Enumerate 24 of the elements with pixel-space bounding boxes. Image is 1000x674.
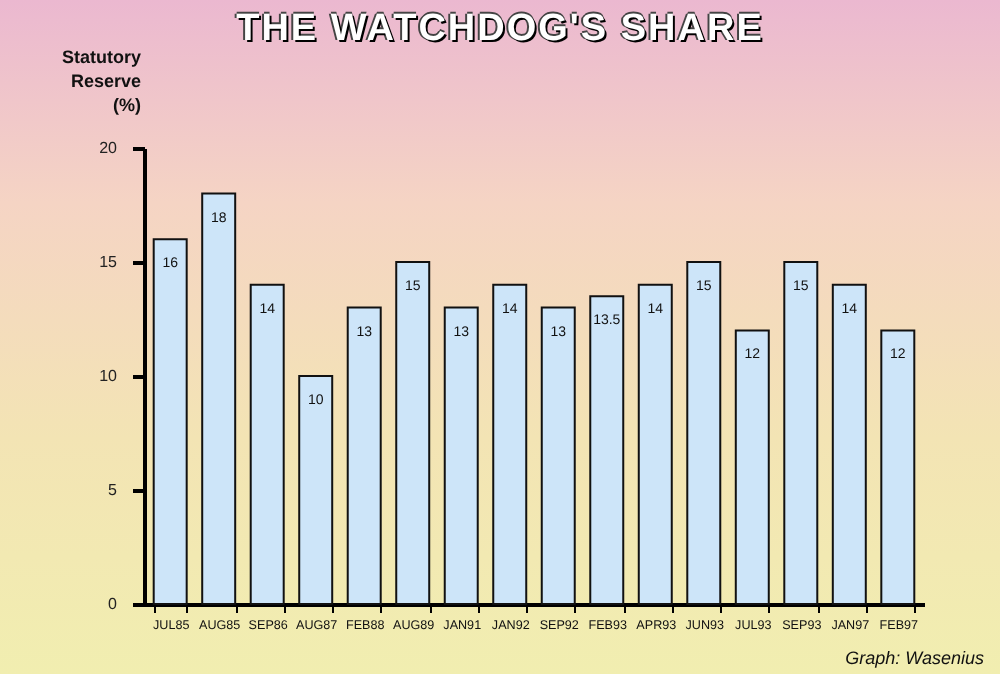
bar bbox=[346, 306, 382, 605]
bar bbox=[443, 306, 479, 605]
y-axis-title: Statutory Reserve (%) bbox=[61, 47, 141, 115]
bar bbox=[152, 238, 188, 605]
y-tick-label: 20 bbox=[99, 139, 119, 157]
bar bbox=[783, 261, 819, 605]
y-tick-label: 5 bbox=[108, 481, 119, 499]
bar bbox=[589, 295, 625, 605]
bar bbox=[395, 261, 431, 605]
y-tick-label: 15 bbox=[99, 253, 119, 271]
bar bbox=[637, 283, 673, 605]
bar bbox=[880, 329, 916, 605]
bar bbox=[492, 283, 528, 605]
bar bbox=[734, 329, 770, 605]
bar bbox=[201, 192, 237, 605]
bar bbox=[540, 306, 576, 605]
bar bbox=[686, 261, 722, 605]
bar bbox=[249, 283, 285, 605]
text: Graph: Wasenius bbox=[845, 648, 984, 668]
bar bbox=[298, 375, 334, 605]
chart-title: THE WATCHDOG'S SHARE bbox=[236, 8, 764, 50]
y-tick-label: 0 bbox=[108, 595, 119, 613]
y-tick-label: 10 bbox=[99, 367, 119, 385]
bar bbox=[831, 283, 867, 605]
